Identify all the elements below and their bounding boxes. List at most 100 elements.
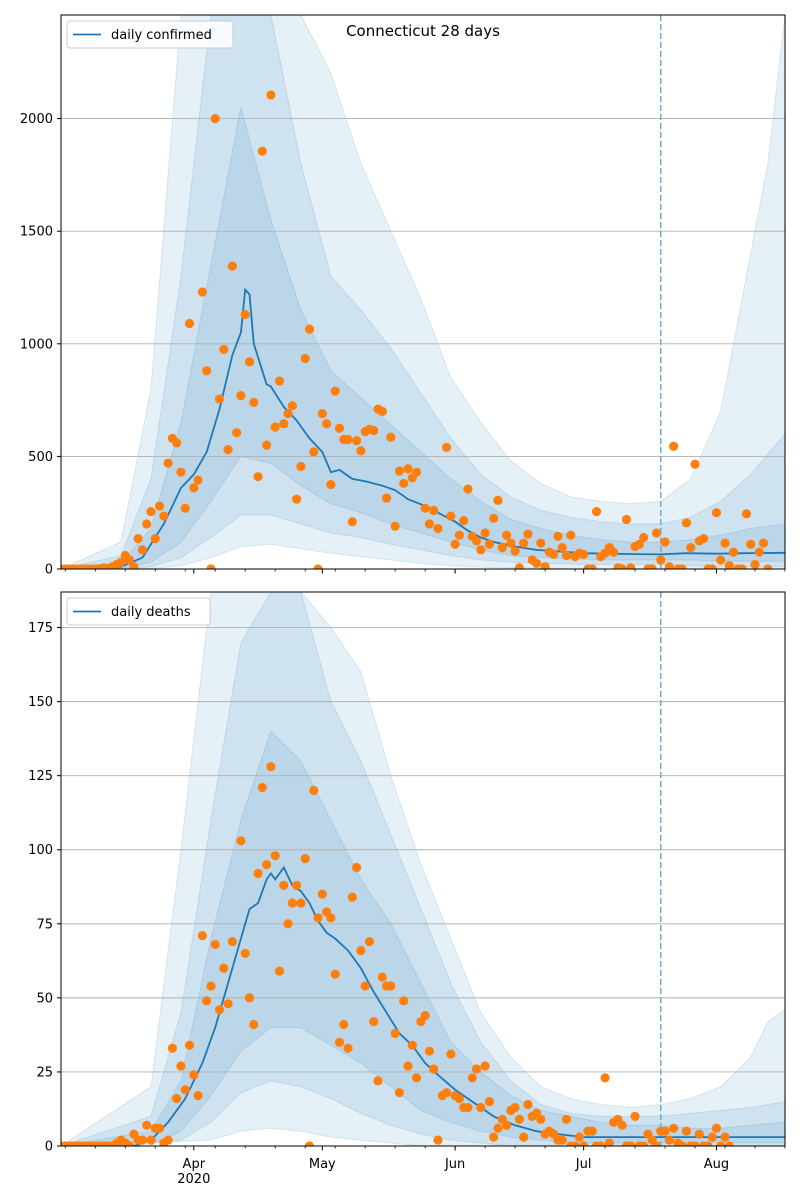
observed-point [214, 394, 225, 404]
observed-point [553, 531, 563, 541]
observed-point [257, 782, 267, 793]
observed-point [172, 438, 182, 448]
observed-point [176, 1061, 186, 1071]
observed-point [484, 539, 495, 549]
observed-point [506, 538, 516, 548]
observed-point [531, 558, 542, 568]
observed-point [193, 475, 203, 485]
observed-point [711, 508, 722, 518]
observed-point [351, 436, 362, 446]
observed-point [223, 999, 233, 1009]
x-tick-label: Jun [444, 1157, 465, 1172]
observed-point [270, 422, 280, 432]
observed-point [227, 261, 237, 271]
x-tick-label: Aug [704, 1157, 729, 1172]
observed-point [639, 532, 649, 543]
observed-point [403, 464, 413, 474]
observed-point [304, 324, 315, 334]
axes-frame [60, 14, 786, 570]
x-tick-label: Jul [575, 1157, 592, 1172]
observed-point [146, 1135, 156, 1145]
y-tick-label: 2000 [20, 112, 53, 127]
observed-point [617, 564, 627, 569]
x-tick-sublabel: 2020 [177, 1172, 210, 1187]
observed-point [493, 495, 503, 505]
observed-point [720, 1132, 730, 1142]
observed-point [609, 547, 619, 557]
observed-point [587, 1126, 597, 1136]
observed-point [399, 478, 409, 489]
observed-point [720, 538, 730, 548]
observed-point [463, 484, 473, 494]
observed-point [154, 501, 165, 511]
observed-point [283, 919, 293, 929]
y-tick-label: 150 [28, 695, 53, 710]
observed-point [763, 564, 773, 569]
observed-point [202, 366, 212, 376]
observed-point [566, 530, 576, 540]
observed-point [681, 1126, 692, 1136]
observed-point [707, 1132, 717, 1142]
observed-point [227, 936, 237, 947]
observed-point [309, 447, 319, 457]
observed-point [206, 981, 216, 991]
observed-point [249, 1019, 259, 1030]
y-tick-label: 125 [28, 769, 53, 784]
observed-point [240, 309, 250, 320]
observed-point [446, 511, 456, 521]
observed-point [356, 446, 366, 456]
observed-point [454, 530, 465, 540]
observed-point [116, 557, 126, 567]
observed-point [244, 357, 255, 367]
observed-point [450, 539, 460, 549]
observed-point [420, 503, 430, 513]
observed-point [497, 543, 507, 553]
observed-point [617, 1120, 627, 1130]
observed-point [514, 563, 524, 569]
observed-point [180, 1085, 190, 1095]
observed-point [334, 423, 345, 433]
observed-point [304, 1141, 315, 1146]
y-tick-label: 25 [36, 1065, 53, 1080]
observed-point [172, 1093, 182, 1104]
observed-point [523, 1099, 533, 1110]
observed-point [411, 1073, 422, 1083]
observed-point [711, 1123, 722, 1133]
observed-point [343, 1043, 353, 1053]
observed-point [600, 1073, 610, 1083]
observed-point [476, 545, 486, 555]
observed-point [266, 762, 276, 772]
observed-point [266, 90, 276, 100]
observed-point [677, 564, 687, 569]
observed-point [292, 880, 302, 890]
observed-point [142, 1120, 152, 1130]
observed-point [292, 494, 302, 504]
observed-point [634, 539, 644, 549]
observed-point [501, 1120, 512, 1130]
observed-point [202, 996, 212, 1006]
observed-point [446, 1049, 456, 1059]
observed-point [253, 868, 263, 879]
observed-point [176, 467, 186, 477]
observed-point [536, 1114, 546, 1124]
observed-point [669, 441, 679, 451]
observed-point [309, 785, 319, 796]
observed-point [454, 1093, 465, 1104]
observed-point [313, 564, 323, 569]
observed-point [441, 442, 452, 452]
observed-point [467, 1073, 477, 1083]
observed-point [184, 1040, 195, 1050]
observed-point [167, 1043, 177, 1053]
observed-point [724, 561, 734, 569]
observed-point [549, 549, 559, 559]
observed-point [728, 547, 739, 557]
observed-point [270, 851, 280, 861]
observed-point [429, 505, 439, 516]
observed-point [163, 458, 173, 468]
observed-point [317, 409, 327, 419]
observed-point [429, 1064, 439, 1074]
observed-point [651, 528, 662, 538]
legend-label: daily deaths [111, 605, 191, 620]
